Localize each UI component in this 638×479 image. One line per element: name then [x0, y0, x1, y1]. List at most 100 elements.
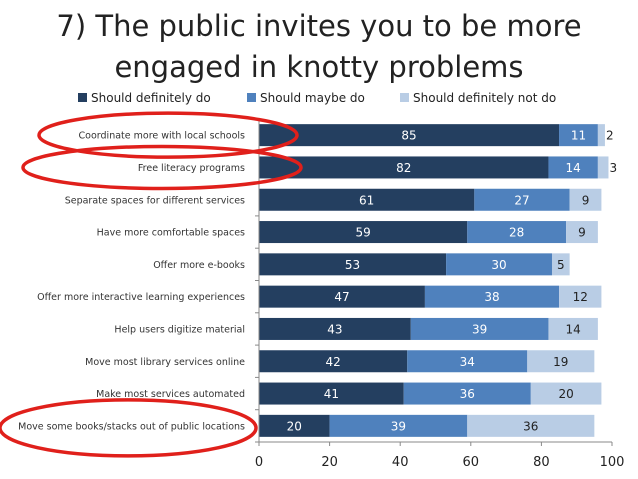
bar-row: 43 39 14 — [259, 317, 598, 340]
bar-segment — [424, 285, 560, 308]
category-label: Offer more interactive learning experien… — [37, 292, 245, 303]
bar-segment — [259, 317, 411, 340]
data-label: 9 — [578, 226, 586, 240]
data-label: 42 — [325, 355, 340, 369]
x-tick-label: 0 — [255, 455, 263, 470]
bar-segment — [474, 188, 570, 211]
bar-segment — [597, 124, 605, 147]
data-label: 39 — [391, 419, 406, 433]
bar-row: 20 39 36 — [259, 414, 595, 437]
legend-entry: Should definitely not do — [400, 91, 556, 105]
bar-segment — [259, 156, 549, 179]
data-label: 2 — [606, 129, 614, 143]
bar-segment — [407, 350, 528, 373]
data-label: 19 — [553, 355, 568, 369]
bar-segment — [548, 156, 598, 179]
bar-segment — [566, 221, 598, 244]
slide-title-line-2: engaged in knotty problems — [114, 50, 524, 84]
data-label: 41 — [324, 387, 339, 401]
bar-segment — [259, 221, 468, 244]
highlight-ellipse — [21, 144, 303, 191]
bar-row: 41 36 20 — [259, 382, 602, 405]
slide-title-line-1: 7) The public invites you to be more — [56, 9, 582, 43]
legend-entry: Should maybe do — [247, 91, 365, 105]
category-label: Separate spaces for different services — [65, 195, 245, 206]
data-label: 20 — [287, 419, 302, 433]
data-label: 5 — [557, 258, 565, 272]
bar-segment — [548, 317, 598, 340]
category-label: Coordinate more with local schools — [79, 131, 246, 142]
data-label: 27 — [514, 193, 529, 207]
data-label: 34 — [460, 355, 475, 369]
data-label: 11 — [571, 129, 586, 143]
bar-segment — [530, 382, 602, 405]
data-label: 61 — [359, 193, 374, 207]
category-label: Move some books/stacks out of public loc… — [18, 421, 245, 432]
bar-segment — [259, 188, 475, 211]
category-label: Have more comfortable spaces — [97, 228, 245, 239]
category-label: Help users digitize material — [114, 324, 245, 335]
bar-segment — [527, 350, 595, 373]
bar-segment — [259, 285, 425, 308]
data-label: 36 — [460, 387, 475, 401]
x-tick-label: 80 — [533, 455, 550, 470]
bar-segment — [559, 124, 598, 147]
data-label: 14 — [566, 322, 581, 336]
legend-swatch — [400, 93, 409, 102]
bar-segment — [559, 285, 602, 308]
data-label: 12 — [573, 290, 588, 304]
legend-label: Should definitely do — [91, 91, 211, 105]
bar-segment — [259, 414, 330, 437]
legend-entry: Should definitely do — [78, 91, 211, 105]
bar-segment — [597, 156, 609, 179]
data-label: 47 — [334, 290, 349, 304]
data-label: 20 — [558, 387, 573, 401]
data-label: 59 — [355, 226, 370, 240]
bar-segment — [467, 221, 567, 244]
slide-title: 7) The public invites you to be more eng… — [0, 6, 638, 88]
category-label: Make most services automated — [96, 389, 245, 400]
data-label: 38 — [484, 290, 499, 304]
data-label: 28 — [509, 226, 524, 240]
bar-segment — [446, 253, 552, 276]
bar-segment — [259, 382, 404, 405]
bar-row: 47 38 12 — [259, 285, 602, 308]
bar-segment — [410, 317, 549, 340]
bar-segment — [259, 350, 408, 373]
bar-row: 53 30 5 — [259, 253, 570, 276]
highlight-ellipse — [37, 111, 299, 159]
category-label: Offer more e-books — [153, 260, 245, 271]
bar-row: 42 34 19 — [259, 350, 595, 373]
data-label: 30 — [491, 258, 506, 272]
bar-segment — [329, 414, 468, 437]
bar-segment — [259, 124, 560, 147]
data-label: 85 — [401, 129, 416, 143]
bar-segment — [403, 382, 531, 405]
legend-label: Should definitely not do — [413, 91, 556, 105]
x-tick-label: 60 — [463, 455, 480, 470]
category-label: Free literacy programs — [138, 163, 245, 174]
data-label: 9 — [582, 193, 590, 207]
legend-swatch — [78, 93, 87, 102]
data-label: 36 — [523, 419, 538, 433]
data-label: 39 — [472, 322, 487, 336]
bar-segment — [467, 414, 595, 437]
legend-swatch — [247, 93, 256, 102]
x-tick-label: 40 — [392, 455, 409, 470]
legend-label: Should maybe do — [260, 91, 365, 105]
bar-segment — [569, 188, 602, 211]
data-label: 82 — [396, 161, 411, 175]
x-tick-label: 20 — [321, 455, 338, 470]
x-tick-label: 100 — [600, 455, 625, 470]
data-label: 14 — [566, 161, 581, 175]
bar-row: 59 28 9 — [259, 221, 598, 244]
category-label: Move most library services online — [85, 357, 245, 368]
data-label: 3 — [609, 161, 617, 175]
data-label: 43 — [327, 322, 342, 336]
bar-row: 82 14 3 — [259, 156, 617, 179]
bar-row: 85 11 2 — [259, 124, 614, 147]
highlight-ellipse — [0, 398, 258, 458]
bar-segment — [551, 253, 570, 276]
data-label: 53 — [345, 258, 360, 272]
